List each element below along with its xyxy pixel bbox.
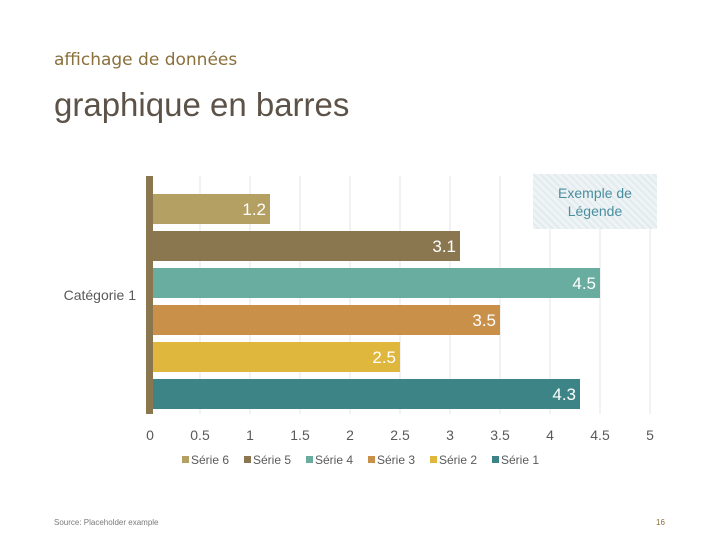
slide-subtitle: affichage de données	[54, 50, 238, 70]
bar	[153, 231, 460, 261]
source-note: Source: Placeholder example	[54, 518, 159, 527]
legend-example-box: Exemple de Légende	[533, 174, 657, 229]
x-tick-label: 3.5	[490, 427, 510, 443]
bar	[153, 194, 270, 224]
legend-swatch	[182, 456, 189, 463]
bars: 1.2 3.1 4.5 3.5 2.5 4.3	[153, 194, 600, 409]
bar-data-label: 2.5	[372, 348, 396, 367]
x-tick-label: 4.5	[590, 427, 610, 443]
y-axis-line	[146, 176, 153, 414]
x-tick-label: 0	[146, 427, 154, 443]
bar-data-label: 3.5	[472, 311, 496, 330]
legend-example-text: Exemple de Légende	[558, 184, 632, 219]
category-label: Catégorie 1	[64, 287, 137, 303]
bar-data-label: 4.5	[572, 274, 596, 293]
bar-data-label: 1.2	[242, 200, 266, 219]
x-tick-label: 1	[246, 427, 254, 443]
legend-label: Série 1	[501, 453, 539, 467]
x-tick-label: 1.5	[290, 427, 310, 443]
legend-label: Série 2	[439, 453, 477, 467]
axes: 0 0.5 1 1.5 2 2.5 3 3.5 4 4.5 5 Catégorie 1	[64, 176, 654, 443]
legend-label: Série 3	[377, 453, 415, 467]
legend-label: Série 6	[191, 453, 229, 467]
bar	[153, 379, 580, 409]
bar	[153, 268, 600, 298]
legend-swatch	[244, 456, 251, 463]
legend-swatch	[492, 456, 499, 463]
legend-swatch	[368, 456, 375, 463]
x-tick-label: 2.5	[390, 427, 410, 443]
bar-data-label: 4.3	[552, 385, 576, 404]
bar-data-label: 3.1	[432, 237, 456, 256]
x-tick-label: 2	[346, 427, 354, 443]
legend-label: Série 4	[315, 453, 353, 467]
legend-label: Série 5	[253, 453, 291, 467]
bar	[153, 305, 500, 335]
chart-legend: Série 6 Série 5 Série 4 Série 3 Série 2 Série…	[182, 453, 539, 467]
x-tick-label: 3	[446, 427, 454, 443]
x-tick-label: 0.5	[190, 427, 210, 443]
x-tick-label: 4	[546, 427, 554, 443]
legend-swatch	[430, 456, 437, 463]
page-number: 16	[656, 518, 665, 527]
x-tick-label: 5	[646, 427, 654, 443]
slide-title: graphique en barres	[54, 86, 350, 123]
legend-swatch	[306, 456, 313, 463]
bar	[153, 342, 400, 372]
